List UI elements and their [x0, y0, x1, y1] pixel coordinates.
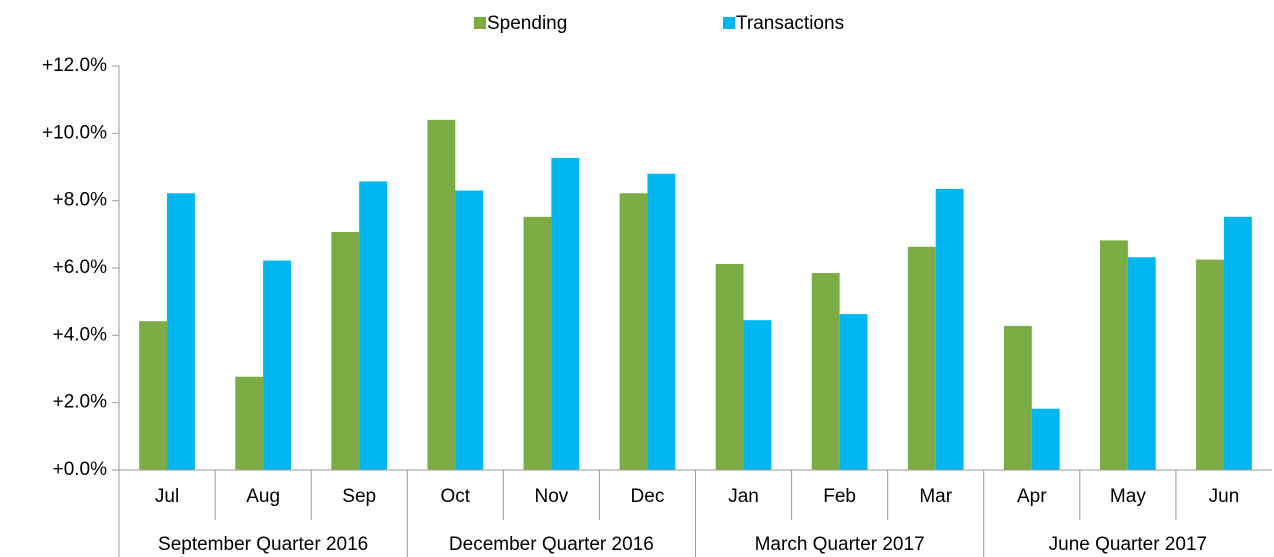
bar — [647, 173, 676, 470]
legend-label: Spending — [487, 13, 567, 34]
bar — [427, 119, 456, 470]
bar — [551, 157, 580, 470]
x-tick-label: Apr — [1017, 486, 1047, 507]
bar — [619, 193, 648, 470]
y-tick-label: +10.0% — [42, 122, 107, 143]
y-tick-label: +8.0% — [53, 190, 108, 211]
bar — [263, 260, 291, 470]
x-tick-label: Jul — [155, 486, 179, 507]
bar — [1223, 216, 1252, 470]
x-tick-label: May — [1110, 486, 1146, 507]
bar — [455, 190, 484, 471]
bar — [167, 193, 195, 470]
group-label: September Quarter 2016 — [158, 534, 368, 555]
bar — [359, 181, 388, 470]
group-label: December Quarter 2016 — [449, 534, 654, 555]
y-tick-label: +0.0% — [53, 459, 108, 480]
x-tick-label: Sep — [342, 486, 376, 507]
bar — [839, 314, 868, 470]
y-tick-label: +12.0% — [42, 55, 107, 76]
bar — [235, 376, 264, 470]
group-label: June Quarter 2017 — [1049, 534, 1207, 555]
bar — [139, 321, 168, 470]
x-tick-label: Jun — [1209, 486, 1240, 507]
x-tick-label: Dec — [631, 486, 665, 507]
x-tick-label: Aug — [246, 486, 280, 507]
y-tick-label: +6.0% — [53, 257, 108, 278]
bar — [1100, 240, 1128, 470]
y-tick-label: +2.0% — [53, 392, 108, 413]
group-label: March Quarter 2017 — [755, 534, 925, 555]
x-tick-label: Oct — [441, 486, 471, 507]
bar — [935, 188, 964, 470]
x-tick-label: Nov — [534, 486, 568, 507]
legend-swatch — [723, 17, 735, 29]
legend-label: Transactions — [736, 13, 844, 34]
bar — [743, 320, 772, 470]
bar — [331, 231, 360, 470]
bar — [907, 246, 936, 470]
bar — [523, 216, 552, 470]
x-tick-label: Jan — [728, 486, 759, 507]
x-tick-label: Mar — [919, 486, 952, 507]
bar — [1127, 257, 1156, 470]
bar — [1196, 259, 1224, 470]
bar — [1003, 325, 1032, 470]
bar — [715, 263, 744, 470]
bar — [811, 273, 840, 470]
bar — [1031, 408, 1060, 470]
x-tick-label: Feb — [823, 486, 856, 507]
y-tick-label: +4.0% — [53, 324, 108, 345]
legend-swatch — [474, 17, 486, 29]
